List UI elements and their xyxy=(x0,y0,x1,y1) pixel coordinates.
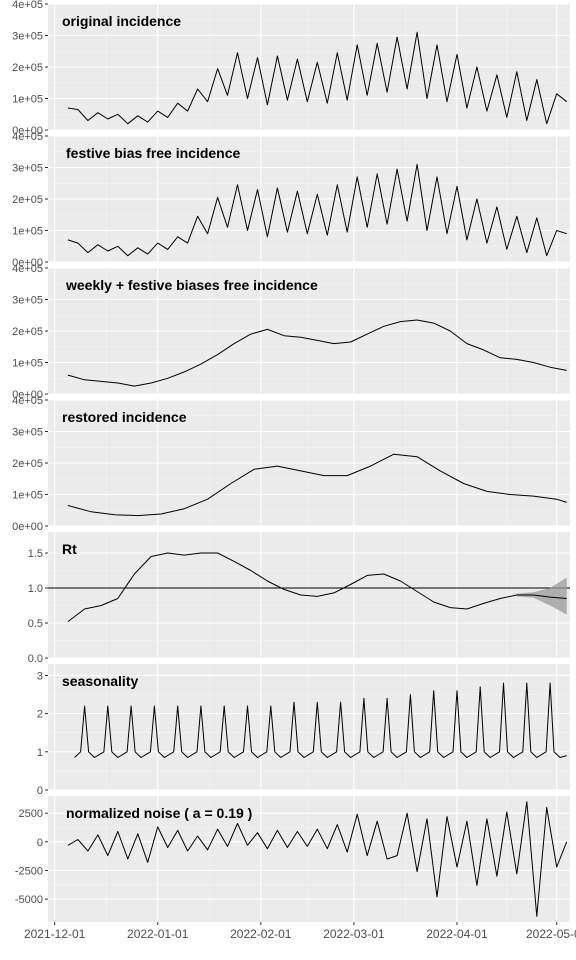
x-tick-label: 2022-01-01 xyxy=(127,927,189,941)
y-tick-label: 0 xyxy=(37,785,43,797)
x-tick-label: 2022-05-01 xyxy=(526,927,576,941)
y-tick-label: 1e+05 xyxy=(12,358,43,370)
panel-4: 0.0 0.5 1.0 1.5 Rt xyxy=(28,532,570,665)
y-tick-label: -5000 xyxy=(15,894,43,906)
y-tick-label: 4e+05 xyxy=(12,0,43,11)
y-tick-label: 0e+00 xyxy=(12,125,43,137)
y-tick-label: 1e+05 xyxy=(12,490,43,502)
y-tick-label: 0.5 xyxy=(28,618,43,630)
y-tick-label: 2e+05 xyxy=(12,326,43,338)
panel-title: restored incidence xyxy=(62,409,187,425)
panel-6: -5000 -2500 0 2500 normalized noise ( a = 0.… xyxy=(15,796,570,922)
y-tick-label: 0.0 xyxy=(28,653,43,665)
series-line xyxy=(74,682,567,758)
panel-title: weekly + festive biases free incidence xyxy=(65,277,318,293)
panel-0: 0e+00 1e+05 2e+05 3e+05 4e+05 original incide… xyxy=(12,0,570,137)
panel-background xyxy=(48,532,570,658)
panel-1: 0e+00 1e+05 2e+05 3e+05 4e+05 festive bias fr… xyxy=(12,131,570,269)
series-line xyxy=(67,552,567,622)
series-line xyxy=(67,453,567,517)
y-tick-label: 2500 xyxy=(19,808,43,820)
y-tick-label: 0e+00 xyxy=(12,521,43,533)
y-tick-label: 2 xyxy=(37,709,43,721)
y-tick-label: 3e+05 xyxy=(12,163,43,175)
y-tick-label: 3e+05 xyxy=(12,31,43,43)
y-tick-label: 1e+05 xyxy=(12,226,43,238)
series-line xyxy=(67,801,568,917)
x-tick-label: 2021-12-01 xyxy=(24,927,86,941)
panel-2: 0e+00 1e+05 2e+05 3e+05 4e+05 weekly + festiv… xyxy=(12,263,570,401)
panel-title: normalized noise ( a = 0.19 ) xyxy=(66,805,252,821)
y-tick-label: 1e+05 xyxy=(12,94,43,106)
x-tick-label: 2022-02-01 xyxy=(230,927,292,941)
panel-background xyxy=(48,796,570,922)
y-tick-label: 1.0 xyxy=(28,583,43,595)
y-tick-label: 2e+05 xyxy=(12,62,43,74)
y-tick-label: 4e+05 xyxy=(12,263,43,275)
y-tick-label: 2e+05 xyxy=(12,194,43,206)
panel-3: 0e+00 1e+05 2e+05 3e+05 4e+05 restored incide… xyxy=(12,395,570,533)
y-tick-label: 0e+00 xyxy=(12,389,43,401)
y-tick-label: 4e+05 xyxy=(12,395,43,407)
y-tick-label: 0e+00 xyxy=(12,257,43,269)
y-tick-label: 3e+05 xyxy=(12,295,43,307)
panel-title: Rt xyxy=(62,541,77,557)
y-tick-label: 1 xyxy=(37,747,43,759)
panel-title: seasonality xyxy=(62,673,138,689)
panel-title: festive bias free incidence xyxy=(66,145,241,161)
y-tick-label: 4e+05 xyxy=(12,131,43,143)
y-tick-label: -2500 xyxy=(15,865,43,877)
series-line xyxy=(67,31,568,125)
x-tick-label: 2022-03-01 xyxy=(323,927,385,941)
y-tick-label: 3e+05 xyxy=(12,427,43,439)
y-tick-label: 0 xyxy=(37,837,43,849)
panel-title: original incidence xyxy=(62,13,181,29)
x-tick-label: 2022-04-01 xyxy=(426,927,488,941)
series-line xyxy=(67,163,567,257)
y-tick-label: 2e+05 xyxy=(12,458,43,470)
series-line xyxy=(67,319,567,387)
y-tick-label: 3 xyxy=(37,670,43,682)
panel-5: 0 1 2 3 seasonality xyxy=(37,664,570,797)
y-tick-label: 1.5 xyxy=(28,548,43,560)
